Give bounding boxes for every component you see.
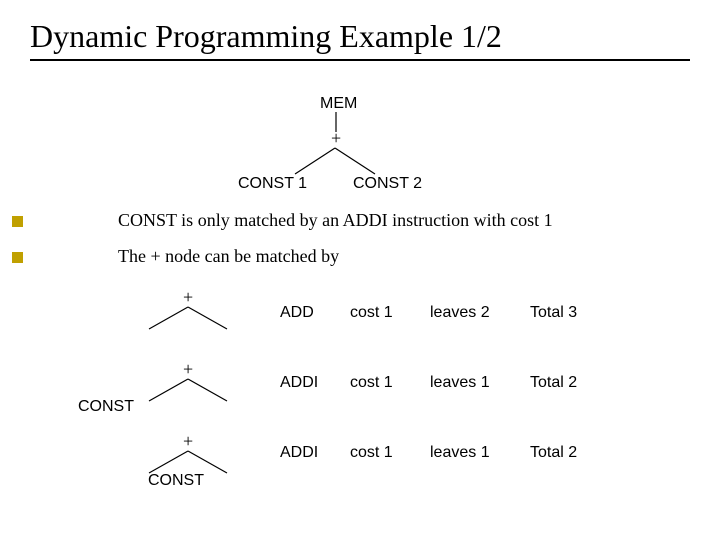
- text1: CONST is only matched by an ADDI instruc…: [118, 210, 553, 231]
- table-row: ADDI cost 1 leaves 1 Total 2: [280, 418, 610, 488]
- const-right-3: CONST: [148, 472, 204, 490]
- total-cell: Total 3: [530, 278, 610, 348]
- leaves-cell: leaves 1: [430, 348, 530, 418]
- plus-node-2: +: [183, 359, 193, 380]
- const1-label: CONST 1: [238, 175, 307, 193]
- branches-2: [145, 379, 231, 403]
- bullet-2: [12, 252, 23, 263]
- cost-cell: cost 1: [350, 348, 430, 418]
- leaves-cell: leaves 1: [430, 418, 530, 488]
- top-branches: [290, 148, 380, 176]
- cost-cell: cost 1: [350, 278, 430, 348]
- op-cell: ADD: [280, 278, 350, 348]
- op-cell: ADDI: [280, 418, 350, 488]
- table-row: ADDI cost 1 leaves 1 Total 2: [280, 348, 610, 418]
- plus-node-1: +: [183, 287, 193, 308]
- text2: The + node can be matched by: [118, 246, 339, 267]
- total-cell: Total 2: [530, 418, 610, 488]
- cost-cell: cost 1: [350, 418, 430, 488]
- mem-label: MEM: [320, 95, 357, 113]
- plus-node-top: +: [331, 128, 341, 149]
- const2-label: CONST 2: [353, 175, 422, 193]
- total-cell: Total 2: [530, 348, 610, 418]
- table-row: ADD cost 1 leaves 2 Total 3: [280, 278, 610, 348]
- match-table: ADD cost 1 leaves 2 Total 3 ADDI cost 1 …: [280, 278, 610, 488]
- const-left-2: CONST: [78, 398, 134, 416]
- branches-1: [145, 307, 231, 331]
- bullet-1: [12, 216, 23, 227]
- op-cell: ADDI: [280, 348, 350, 418]
- plus-node-3: +: [183, 431, 193, 452]
- leaves-cell: leaves 2: [430, 278, 530, 348]
- page-title: Dynamic Programming Example 1/2: [0, 0, 720, 59]
- title-underline: [30, 59, 690, 61]
